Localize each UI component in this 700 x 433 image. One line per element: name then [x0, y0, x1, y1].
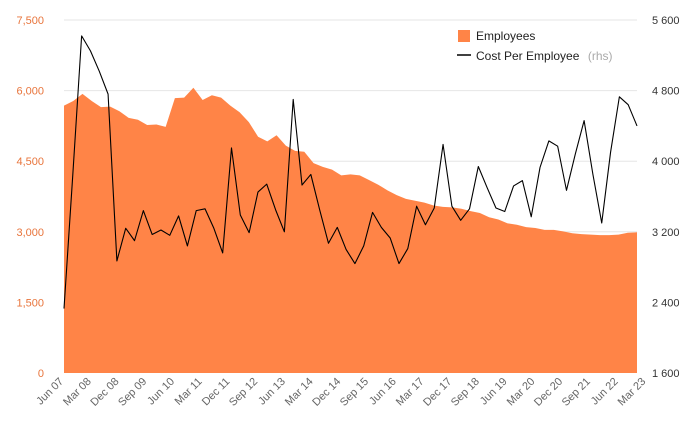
x-tick-label: Dec 08 — [88, 376, 121, 409]
x-tick-label: Jun 07 — [34, 376, 66, 408]
left-tick-label: 0 — [38, 368, 44, 380]
x-tick-label: Mar 14 — [283, 376, 316, 409]
x-tick-label: Mar 23 — [616, 376, 649, 409]
employees-area — [64, 87, 637, 373]
x-tick-label: Mar 20 — [505, 376, 538, 409]
line-layer — [63, 35, 638, 309]
right-tick-label: 2 400 — [652, 297, 680, 309]
right-axis: 1 600 2 400 3 200 4 000 4 800 5 600 — [652, 15, 680, 380]
x-tick-label: Mar 17 — [394, 376, 427, 409]
x-tick-label: Mar 11 — [173, 376, 205, 408]
left-tick-label: 3,000 — [16, 227, 44, 239]
left-axis: 0 1,500 3,000 4,500 6,000 7,500 — [16, 15, 44, 380]
x-tick-label: Jun 22 — [589, 376, 621, 408]
left-tick-label: 1,500 — [16, 297, 44, 309]
x-tick-label: Dec 14 — [310, 376, 343, 409]
left-tick-label: 6,000 — [16, 86, 44, 98]
x-tick-label: Mar 08 — [61, 376, 94, 409]
right-tick-label: 3 200 — [652, 227, 680, 239]
x-tick-label: Jun 10 — [145, 376, 177, 408]
cost-per-employee-line — [63, 35, 638, 309]
left-tick-label: 4,500 — [16, 156, 44, 168]
x-tick-label: Dec 17 — [421, 376, 454, 409]
right-tick-label: 4 000 — [652, 156, 680, 168]
x-tick-label: Jun 13 — [256, 376, 288, 408]
legend-label-cost-per-employee: Cost Per Employee (rhs) — [476, 47, 613, 64]
right-tick-label: 1 600 — [652, 368, 680, 380]
legend-swatch-employees — [458, 30, 470, 42]
left-tick-label: 7,500 — [16, 15, 44, 27]
legend: Employees Cost Per Employee (rhs) — [457, 29, 613, 64]
x-tick-label: Jun 19 — [478, 376, 510, 408]
right-tick-label: 5 600 — [652, 15, 680, 27]
legend-label-employees: Employees — [476, 29, 535, 43]
x-tick-label: Sep 21 — [560, 376, 593, 409]
x-tick-label: Sep 18 — [449, 376, 482, 409]
area-layer — [64, 87, 637, 373]
x-tick-label: Sep 15 — [338, 376, 371, 409]
legend-label-rhs: (rhs) — [588, 49, 613, 63]
x-tick-label: Sep 12 — [227, 376, 260, 409]
x-tick-label: Dec 20 — [532, 376, 565, 409]
right-tick-label: 4 800 — [652, 86, 680, 98]
x-tick-label: Jun 16 — [367, 376, 399, 408]
legend-label-cost-text: Cost Per Employee — [476, 49, 580, 63]
x-tick-label: Sep 09 — [116, 376, 149, 409]
x-tick-label: Dec 11 — [200, 376, 233, 409]
